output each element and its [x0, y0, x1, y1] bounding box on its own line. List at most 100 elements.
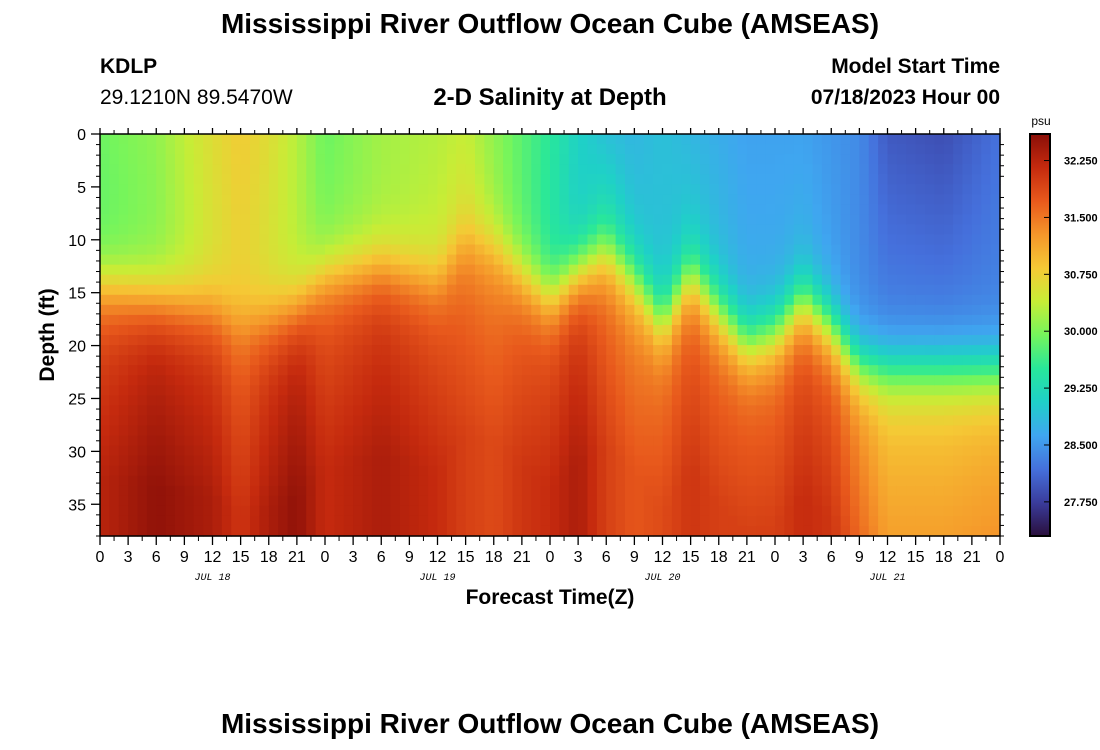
heatmap-cell: [371, 465, 382, 477]
heatmap-cell: [390, 365, 401, 376]
heatmap-cell: [437, 194, 448, 205]
heatmap-cell: [568, 154, 579, 165]
heatmap-cell: [512, 254, 523, 266]
heatmap-cell: [906, 385, 917, 396]
heatmap-cell: [990, 214, 1001, 226]
heatmap-cell: [259, 345, 270, 356]
heatmap-cell: [428, 335, 439, 346]
heatmap-cell: [484, 425, 495, 437]
heatmap-cell: [765, 525, 776, 537]
heatmap-cell: [118, 234, 129, 246]
colorbar: psu 32.25031.50030.75030.00029.25028.500…: [1029, 114, 1098, 537]
heatmap-cell: [596, 234, 607, 246]
heatmap-cell: [250, 134, 260, 145]
heatmap-cell: [484, 465, 495, 477]
heatmap-cell: [521, 224, 532, 236]
heatmap-cell: [503, 435, 514, 447]
heatmap-cell: [653, 435, 664, 447]
heatmap-cell: [296, 244, 307, 256]
heatmap-cell: [981, 224, 992, 236]
heatmap-cell: [662, 355, 673, 366]
heatmap-cell: [306, 385, 317, 396]
heatmap-cell: [128, 425, 139, 437]
heatmap-cell: [231, 184, 242, 195]
heatmap-cell: [325, 375, 335, 386]
heatmap-cell: [128, 435, 139, 447]
heatmap-cell: [831, 154, 842, 165]
heatmap-cell: [840, 425, 851, 437]
heatmap-cell: [625, 445, 635, 457]
heatmap-cell: [728, 244, 739, 256]
heatmap-cell: [868, 134, 879, 145]
heatmap-cell: [971, 204, 982, 215]
heatmap-cell: [821, 435, 832, 447]
heatmap-cell: [362, 515, 373, 527]
heatmap-cell: [278, 314, 289, 326]
heatmap-cell: [634, 144, 645, 155]
heatmap-cell: [681, 525, 692, 537]
heatmap-cell: [353, 345, 364, 356]
heatmap-cell: [953, 304, 964, 316]
heatmap-cell: [521, 304, 532, 316]
heatmap-cell: [709, 304, 720, 316]
heatmap-cell: [840, 335, 851, 346]
heatmap-cell: [859, 345, 870, 356]
heatmap-cell: [109, 465, 120, 477]
heatmap-cell: [840, 264, 851, 276]
heatmap-cell: [953, 345, 964, 356]
heatmap-cell: [259, 475, 270, 487]
heatmap-cell: [962, 465, 973, 477]
heatmap-cell: [550, 455, 560, 467]
heatmap-cell: [118, 134, 129, 145]
heatmap-cell: [362, 134, 373, 145]
heatmap-cell: [531, 395, 542, 406]
heatmap-cell: [962, 455, 973, 467]
heatmap-cell: [700, 144, 710, 155]
heatmap-cell: [887, 214, 898, 226]
heatmap-cell: [325, 465, 335, 477]
heatmap-cell: [756, 324, 767, 336]
heatmap-cell: [353, 455, 364, 467]
heatmap-cell: [700, 475, 710, 487]
heatmap-cell: [812, 365, 823, 376]
heatmap-cell: [165, 204, 176, 215]
heatmap-cell: [353, 284, 364, 296]
heatmap-cell: [484, 234, 495, 246]
heatmap-cell: [306, 144, 317, 155]
heatmap-cell: [690, 314, 701, 326]
heatmap-cell: [325, 244, 335, 256]
heatmap-cell: [700, 314, 710, 326]
heatmap-cell: [287, 495, 298, 507]
heatmap-cell: [315, 264, 326, 276]
heatmap-cell: [587, 174, 598, 185]
heatmap-cell: [925, 375, 935, 386]
heatmap-cell: [793, 385, 804, 396]
heatmap-cell: [203, 244, 214, 256]
heatmap-cell: [596, 174, 607, 185]
heatmap-cell: [334, 425, 345, 437]
heatmap-cell: [606, 174, 617, 185]
heatmap-cell: [784, 204, 795, 215]
heatmap-cell: [868, 485, 879, 497]
heatmap-cell: [493, 375, 504, 386]
heatmap-cell: [484, 304, 495, 316]
heatmap-cell: [137, 284, 148, 296]
heatmap-cell: [540, 144, 551, 155]
heatmap-cell: [362, 154, 373, 165]
heatmap-cell: [259, 485, 270, 497]
heatmap-cell: [118, 254, 129, 266]
heatmap-cell: [746, 515, 757, 527]
heatmap-cell: [606, 184, 617, 195]
heatmap-cell: [446, 525, 457, 537]
heatmap-cell: [484, 395, 495, 406]
heatmap-cell: [212, 355, 223, 366]
heatmap-cell: [371, 244, 382, 256]
heatmap-cell: [381, 515, 392, 527]
heatmap-cell: [278, 234, 289, 246]
heatmap-cell: [381, 425, 392, 437]
heatmap-cell: [709, 505, 720, 517]
heatmap-cell: [775, 214, 785, 226]
heatmap-cell: [400, 324, 410, 336]
heatmap-cell: [156, 214, 167, 226]
heatmap-cell: [287, 324, 298, 336]
